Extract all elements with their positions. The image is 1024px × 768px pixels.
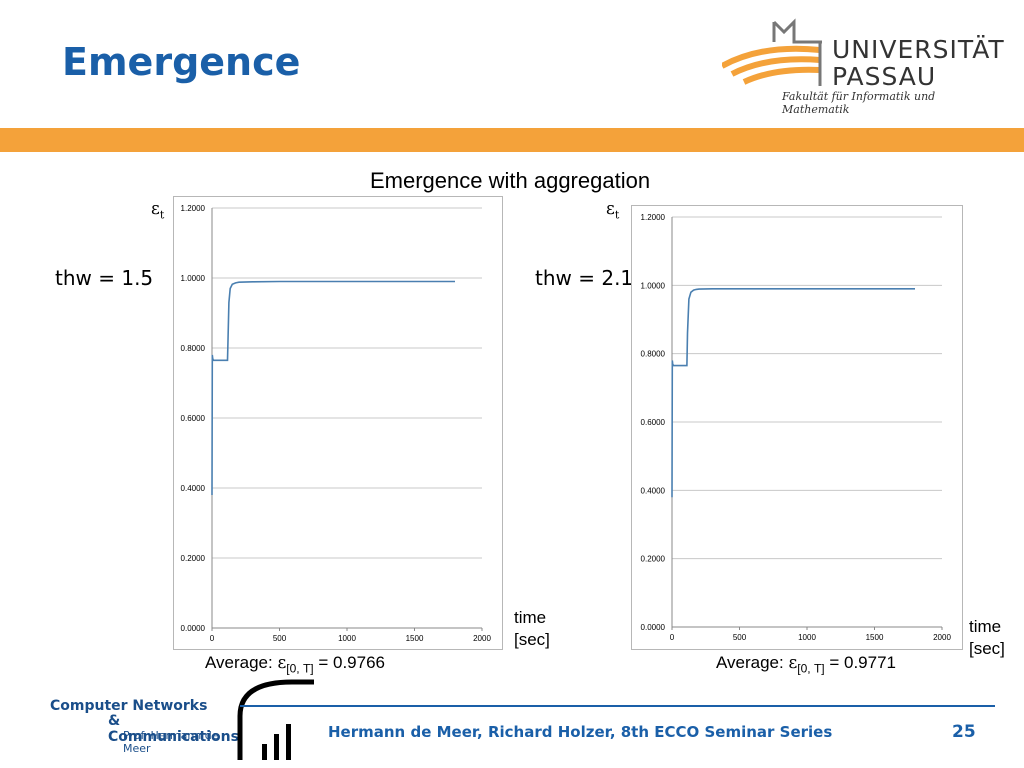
x-tick-label: 1000 [798, 633, 816, 642]
y-tick-label: 1.0000 [181, 274, 206, 283]
y-tick-label: 0.0000 [641, 623, 666, 632]
slide-title: Emergence [62, 40, 301, 84]
x-tick-label: 500 [273, 634, 287, 643]
page-number: 25 [952, 722, 976, 742]
group-logo-line1: Computer Networks [50, 698, 208, 714]
average-label-right: Average: ε[0, T] = 0.9771 [716, 653, 896, 676]
y-tick-label: 0.8000 [641, 350, 666, 359]
footer-divider [240, 705, 995, 707]
y-tick-label: 0.4000 [181, 484, 206, 493]
x-tick-label: 0 [210, 634, 215, 643]
y-tick-label: 0.8000 [181, 344, 206, 353]
thw-label-left: thw = 1.5 [55, 266, 154, 290]
slide-subtitle: Emergence with aggregation [370, 168, 651, 193]
chart-left-svg: 0.0000 0.2000 0.4000 0.6000 0.8000 1.0000 1.20… [181, 204, 492, 643]
average-label-left: Average: ε[0, T] = 0.9766 [205, 653, 385, 676]
y-tick-label: 0.6000 [181, 414, 206, 423]
x-tick-label: 500 [733, 633, 747, 642]
chart-right: 0.0000 0.2000 0.4000 0.6000 0.8000 1.0000 1.20… [631, 205, 963, 650]
x-axis-label-right: time [sec] [969, 617, 1005, 658]
x-tick-label: 2000 [473, 634, 491, 643]
y-tick-label: 0.4000 [641, 486, 666, 495]
x-axis-label-left: time [sec] [514, 608, 550, 649]
x-tick-label: 1000 [338, 634, 356, 643]
footer-text: Hermann de Meer, Richard Holzer, 8th ECC… [328, 723, 833, 741]
y-axis-symbol-right: εt [606, 199, 620, 222]
y-tick-label: 1.2000 [181, 204, 206, 213]
series-line [211, 280, 455, 496]
header-divider-bar [0, 128, 1024, 152]
group-arch-icon [237, 679, 314, 760]
university-name: UNIVERSITÄT PASSAU [832, 36, 1005, 90]
thw-label-right: thw = 2.1 [535, 266, 634, 290]
university-name-line1: UNIVERSITÄT [832, 35, 1005, 64]
y-tick-label: 0.0000 [181, 624, 206, 633]
x-tick-label: 1500 [866, 633, 884, 642]
x-tick-label: 0 [670, 633, 675, 642]
group-logo-line3: Prof. Hermann de Meer [123, 729, 219, 755]
y-tick-label: 0.2000 [641, 555, 666, 564]
x-tick-label: 2000 [933, 633, 951, 642]
group-logo: Computer Networks & Communications Prof.… [50, 698, 240, 755]
y-axis-symbol-left: εt [151, 199, 165, 222]
faculty-name: Fakultät für Informatik und Mathematik [782, 90, 936, 116]
chart-right-svg: 0.0000 0.2000 0.4000 0.6000 0.8000 1.0000 1.20… [641, 213, 952, 642]
university-emblem-icon [722, 18, 822, 86]
x-tick-label: 1500 [406, 634, 424, 643]
y-tick-label: 1.2000 [641, 213, 666, 222]
university-logo: UNIVERSITÄT PASSAU Fakultät für Informat… [722, 14, 1005, 116]
y-tick-label: 0.2000 [181, 554, 206, 563]
y-tick-label: 1.0000 [641, 281, 666, 290]
chart-left: 0.0000 0.2000 0.4000 0.6000 0.8000 1.0000 1.20… [173, 196, 503, 650]
university-name-line2: PASSAU [832, 62, 937, 91]
y-tick-label: 0.6000 [641, 418, 666, 427]
group-logo-line2: & Communications [108, 713, 239, 745]
series-line [671, 288, 915, 498]
